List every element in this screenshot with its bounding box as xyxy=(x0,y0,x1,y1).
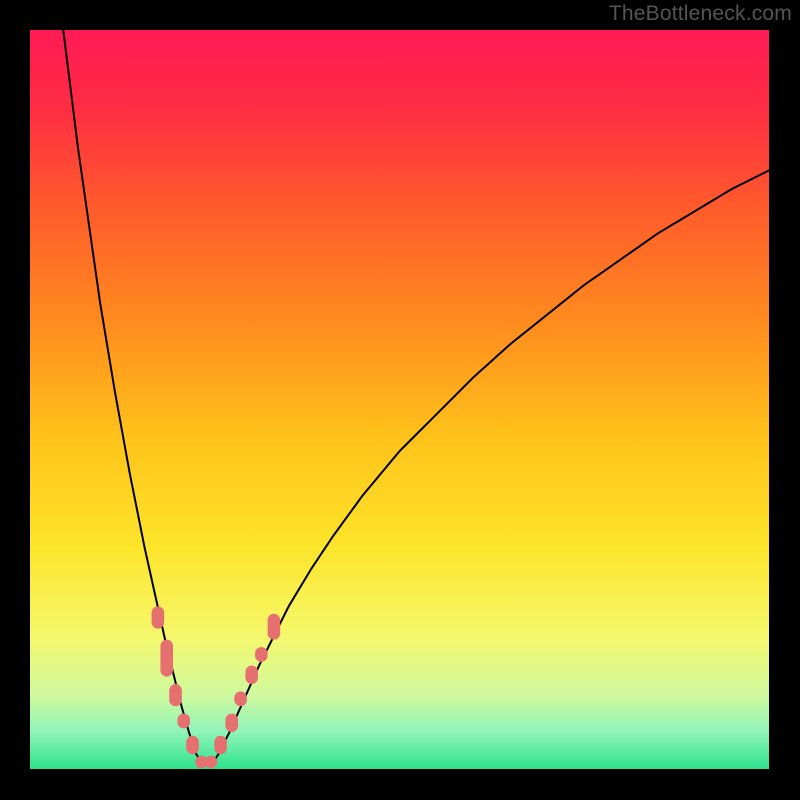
chart-frame: TheBottleneck.com xyxy=(0,0,800,800)
watermark-text: TheBottleneck.com xyxy=(609,2,792,26)
chart-svg xyxy=(30,30,769,769)
plot-area xyxy=(30,30,769,769)
